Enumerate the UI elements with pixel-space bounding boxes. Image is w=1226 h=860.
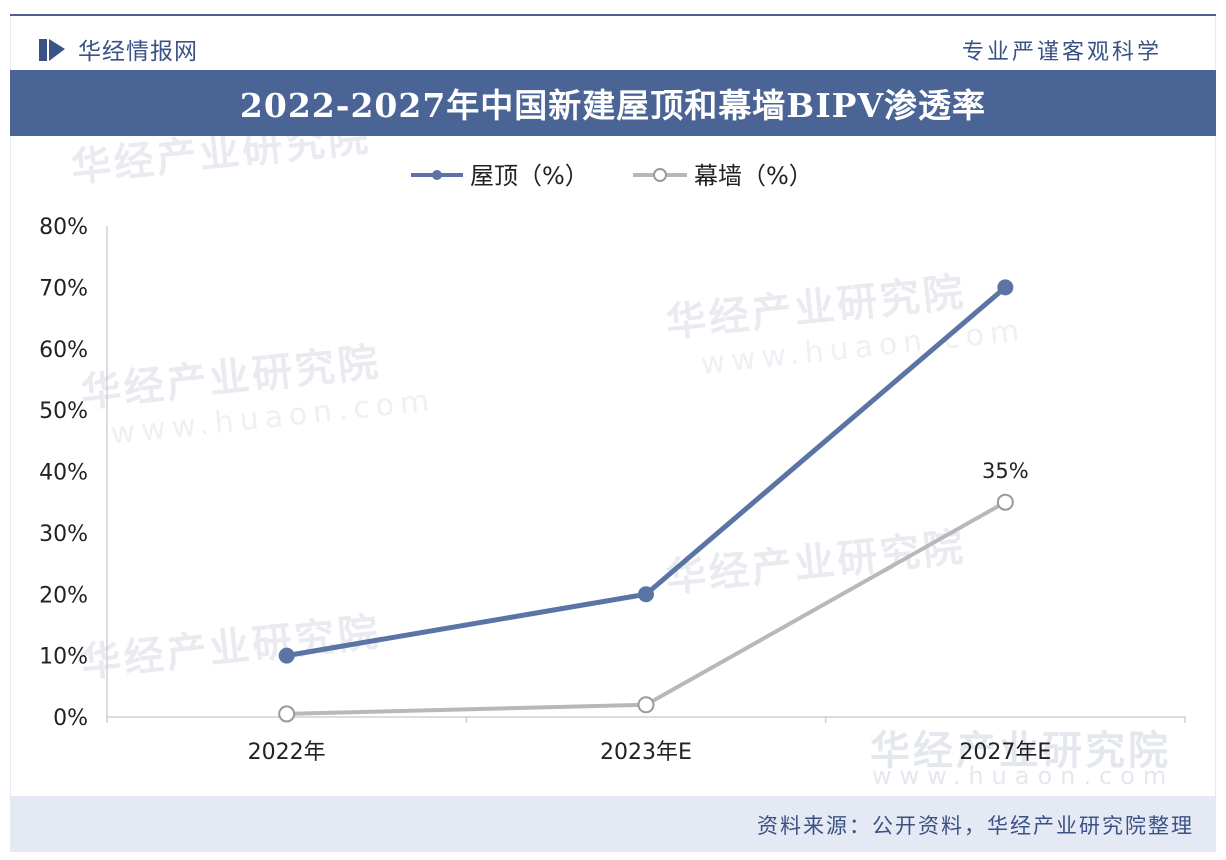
brand-name: 华经情报网 <box>78 39 198 65</box>
y-tick-label: 20% <box>39 583 88 608</box>
data-point-curtain <box>637 696 655 714</box>
chart-title: 2022-2027年中国新建屋顶和幕墙BIPV渗透率 <box>239 86 987 125</box>
x-tick-label: 2022年 <box>248 740 326 765</box>
title-bar: 2022-2027年中国新建屋顶和幕墙BIPV渗透率 <box>10 70 1216 136</box>
y-tick-label: 40% <box>39 461 88 486</box>
legend: 屋顶（%） 幕墙（%） <box>411 162 813 190</box>
data-point-curtain <box>278 705 296 723</box>
y-tick-label: 30% <box>39 522 88 547</box>
legend-marker-roof <box>432 170 442 180</box>
y-tick-label: 0% <box>53 706 88 731</box>
series-line-curtain <box>286 500 1007 716</box>
slogan: 专业严谨客观科学 <box>961 40 1162 65</box>
brand: 华经情报网 <box>38 32 198 66</box>
data-point-curtain <box>996 493 1014 511</box>
x-tick-label: 2027年E <box>959 740 1051 765</box>
top-rule <box>10 14 1216 16</box>
x-tick-label: 2023年E <box>600 740 692 765</box>
watermark-text: 华经产业研究院 <box>870 728 1171 774</box>
legend-label-curtain: 幕墙（%） <box>694 162 813 190</box>
brand-logo-icon <box>39 39 65 61</box>
y-tick-label: 70% <box>39 276 88 301</box>
y-tick-label: 10% <box>39 645 88 670</box>
chart-frame <box>10 14 1216 852</box>
y-tick-label: 50% <box>39 399 88 424</box>
watermark-url: www.huaon.com <box>872 762 1175 790</box>
data-point-roof <box>278 647 295 664</box>
legend-label-roof: 屋顶（%） <box>470 162 589 190</box>
data-label: 35% <box>982 459 1029 483</box>
source-bar: 资料来源：公开资料，华经产业研究院整理 <box>10 796 1216 852</box>
data-point-roof <box>638 586 654 603</box>
source-note: 资料来源：公开资料，华经产业研究院整理 <box>757 814 1194 838</box>
legend-marker-curtain <box>653 168 667 182</box>
y-tick-label: 60% <box>39 338 88 363</box>
data-point-roof <box>997 279 1014 296</box>
y-tick-label: 80% <box>39 215 88 240</box>
